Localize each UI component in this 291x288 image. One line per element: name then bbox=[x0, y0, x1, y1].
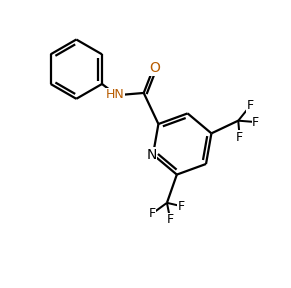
Text: F: F bbox=[246, 99, 254, 113]
Text: F: F bbox=[178, 200, 185, 213]
Text: HN: HN bbox=[105, 88, 124, 101]
Text: F: F bbox=[236, 130, 243, 143]
Text: N: N bbox=[146, 148, 157, 162]
Text: F: F bbox=[149, 207, 156, 220]
Text: F: F bbox=[252, 115, 259, 128]
Text: O: O bbox=[149, 61, 160, 75]
Text: F: F bbox=[167, 213, 174, 226]
